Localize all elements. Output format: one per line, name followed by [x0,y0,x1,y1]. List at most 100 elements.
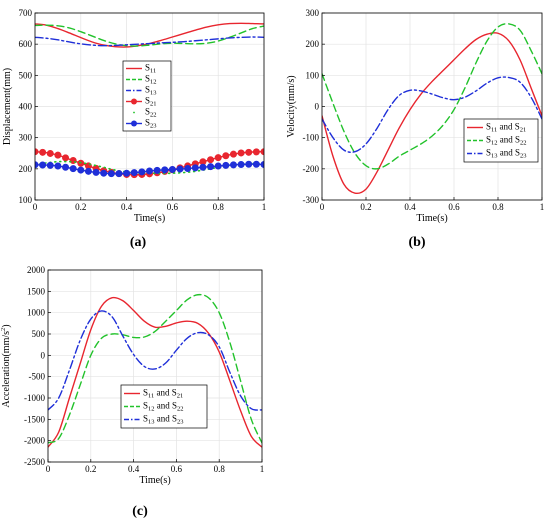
legend-label-13-part-1: 13 [150,90,157,97]
series-marker-23 [107,170,115,178]
legend-swatch-22 [133,111,135,114]
x-tick-label: 0.4 [128,464,140,474]
series-marker-23 [54,162,62,170]
series-marker-21 [46,149,54,157]
chart-panel-a: 0 0.2 0.4 0.6 0.8 1 100 200 300 400 500 600 700 Time(… [2,8,267,250]
legend-label-11-part-2: and S [154,388,177,398]
series-marker-23 [153,166,161,174]
y-axis-label-part-0: Velocity(mm/s) [286,75,297,137]
legend-label-11-part-0: S [143,388,148,398]
series-line-12 [35,24,264,47]
legend-label-11-part-1: 11 [150,68,156,75]
y-tick-label: -2000 [24,436,45,446]
panel-label: (a) [130,235,147,250]
legend-label-13-part-2: and S [155,414,178,424]
x-tick-label: 0.6 [171,464,183,474]
legend-label-13-part-3: 23 [520,153,527,160]
y-tick-label: 500 [19,70,33,80]
legend-label-12-part-1: 12 [150,79,157,86]
series-marker-21 [237,149,245,157]
chart-panel-b: 0 0.2 0.4 0.6 0.8 1 -300 -200 -100 0 100 200 300 Time… [286,8,544,250]
series-marker-23 [62,163,70,171]
legend-label-12-part-2: and S [498,135,521,145]
legend-label-23: S23 [145,118,157,130]
legend-box [120,384,208,429]
legend-label-13: S13 and S23 [143,414,184,426]
legend-label-22-part-1: 22 [150,112,157,119]
y-tick-label: -1500 [24,414,45,424]
series-marker-23 [207,163,215,171]
legend-box [122,60,172,132]
series-marker-21 [35,148,39,156]
series-marker-23 [237,160,245,168]
series-marker-23 [252,160,260,168]
series-marker-23 [123,169,131,177]
y-tick-label: 0 [315,102,320,112]
y-tick-label: 0 [41,350,46,360]
legend-label-13: S13 [145,85,157,97]
x-tick-label: 1 [262,202,267,212]
series-marker-21 [252,148,260,156]
y-tick-label: 1000 [27,308,46,318]
y-axis-label: Displacement(mm) [2,68,13,145]
series-marker-23 [184,165,192,173]
y-tick-label: 100 [306,70,320,80]
y-tick-label: -200 [303,164,320,174]
legend-label-21-part-0: S [145,96,150,106]
series-marker-23 [115,170,123,178]
x-tick-label: 0.4 [404,202,416,212]
legend-label-12: S12 and S22 [486,135,527,147]
x-tick-label: 0.2 [75,202,86,212]
legend-label-11-part-0: S [145,63,150,73]
series-marker-23 [199,163,207,171]
y-tick-label: 400 [19,102,33,112]
legend-label-12: S12 and S22 [143,401,184,413]
y-axis-label-part-2: ) [1,324,12,327]
legend-label-11-part-0: S [486,122,491,132]
legend-label-13-part-0: S [145,85,150,95]
series-line-12 [48,293,262,444]
legend-label-11-part-1: 11 [491,127,497,134]
series-marker-23 [39,161,47,169]
series-line-12 [322,23,542,170]
x-tick-label: 1 [540,202,545,212]
legend-label-21-part-1: 21 [150,101,157,108]
legend-label-23-part-0: S [145,118,150,128]
y-tick-label: 200 [306,39,320,49]
x-tick-label: 1 [260,464,265,474]
series-line-11 [48,296,262,448]
legend-label-11-part-3: 21 [177,393,184,400]
legend-label-13-part-2: and S [498,148,521,158]
series-marker-23 [222,161,230,169]
series-marker-23 [84,167,92,175]
series-marker-21 [62,154,70,162]
series-line-11 [322,32,542,195]
legend-label-22: S22 [145,107,157,119]
y-tick-label: -500 [29,372,46,382]
x-axis-label: Time(s) [416,213,447,224]
series-marker-21 [229,150,237,158]
y-axis-label-part-0: Displacement(mm) [2,68,13,145]
panel-label: (b) [408,235,425,250]
series-marker-23 [146,167,154,175]
legend-label-13-part-0: S [143,414,148,424]
legend-label-11: S11 and S21 [143,388,183,400]
legend-marker-23 [131,120,137,127]
legend-label-13-part-0: S [486,148,491,158]
series-marker-23 [100,169,108,177]
y-tick-label: -2500 [24,457,45,467]
panel-label: (c) [132,504,148,519]
x-tick-label: 0 [320,202,325,212]
legend-marker-21 [131,98,137,105]
legend-label-12-part-0: S [486,135,491,145]
y-axis-label: Velocity(mm/s) [286,75,297,137]
y-axis-label: Acceleration(mm/s2) [0,324,12,407]
legend-label-12-part-1: 12 [491,140,498,147]
legend-label-12-part-3: 22 [177,406,184,413]
x-tick-label: 0 [46,464,51,474]
y-tick-label: 500 [32,329,46,339]
series-marker-23 [35,161,39,169]
y-tick-label: 600 [19,39,33,49]
